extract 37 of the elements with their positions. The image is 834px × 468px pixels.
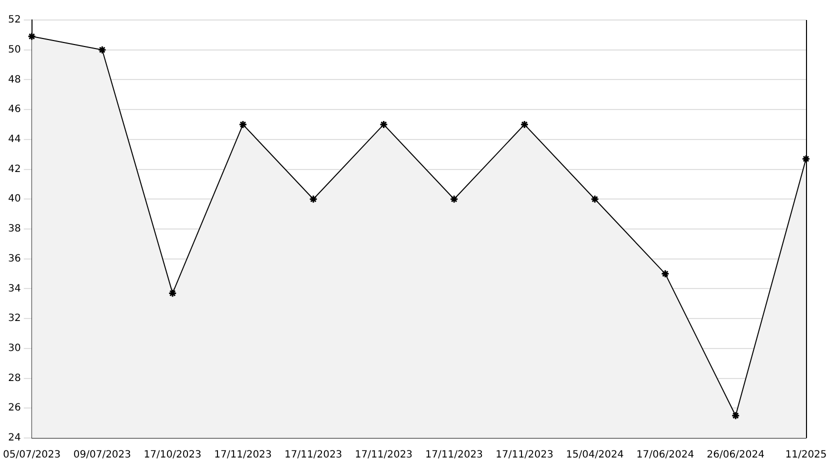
x-tick-label: 17/11/2023 bbox=[425, 450, 483, 461]
x-tick-label: 26/06/2024 bbox=[706, 450, 764, 461]
y-tick-label: 36 bbox=[8, 253, 21, 264]
y-tick-label: 44 bbox=[8, 134, 21, 146]
y-tick-label: 42 bbox=[8, 164, 21, 175]
y-tick-label: 38 bbox=[8, 224, 21, 235]
x-tick-label: 17/11/2023 bbox=[496, 450, 554, 461]
y-tick-label: 48 bbox=[8, 74, 21, 86]
x-tick-label: 05/07/2023 bbox=[3, 450, 61, 461]
point bbox=[450, 194, 458, 204]
point bbox=[520, 120, 529, 129]
x-tick-label: 17/11/2023 bbox=[354, 450, 413, 461]
point bbox=[98, 46, 106, 54]
x-tick-label: 09/07/2023 bbox=[73, 450, 132, 461]
x-tick-label: 17/10/2023 bbox=[144, 450, 202, 461]
y-tick-label: 46 bbox=[8, 104, 21, 116]
y-tick-label: 50 bbox=[8, 44, 21, 56]
x-tick-label: 17/06/2024 bbox=[636, 450, 694, 461]
y-tick-label: 32 bbox=[8, 313, 21, 324]
y-tick-label: 52 bbox=[8, 14, 21, 26]
point bbox=[168, 288, 177, 298]
y-tick-label: 28 bbox=[8, 372, 21, 384]
y-tick-label: 26 bbox=[8, 402, 21, 414]
point bbox=[590, 194, 600, 204]
y-tick-label: 30 bbox=[8, 343, 21, 354]
x-tick-label: 15/04/2024 bbox=[566, 450, 624, 461]
point bbox=[309, 194, 318, 204]
y-tick-label: 40 bbox=[8, 194, 21, 205]
point bbox=[660, 270, 670, 278]
x-tick-label: 17/11/2023 bbox=[284, 450, 342, 461]
y-tick-label: 24 bbox=[8, 432, 21, 444]
x-tick-label: 17/11/2023 bbox=[214, 450, 272, 461]
x-tick-label: 11/2025 bbox=[785, 450, 827, 461]
point bbox=[731, 411, 740, 420]
y-tick-label: 34 bbox=[8, 283, 21, 294]
point bbox=[238, 120, 248, 129]
point bbox=[379, 120, 388, 129]
